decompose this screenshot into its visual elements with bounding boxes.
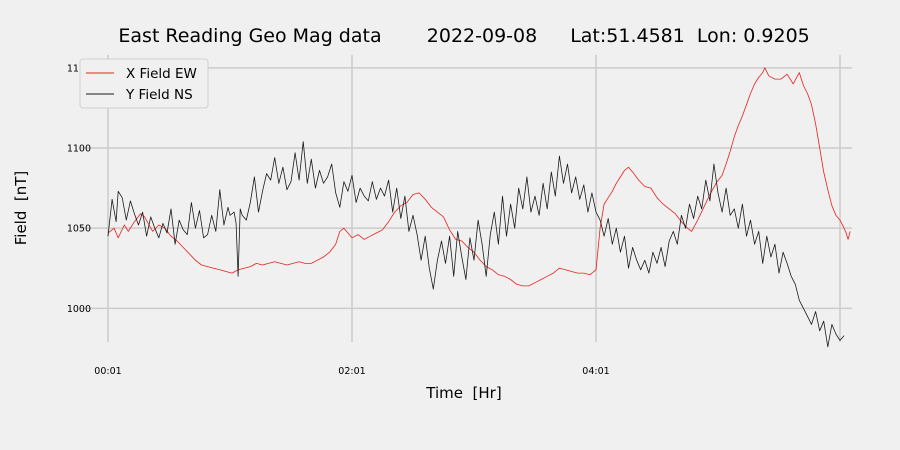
legend-box [79, 58, 209, 109]
x-tick-label: 02:01 [338, 366, 365, 377]
series-line-y-field [107, 141, 845, 348]
y-tick-label: 1100 [67, 143, 91, 154]
y-tick-labels: 1000 1050 1100 1150 [67, 63, 91, 315]
y-axis-label: Field [nT] [12, 171, 30, 246]
legend: X Field EW Y Field NS [79, 58, 209, 109]
y-tick-label: 1000 [67, 304, 91, 315]
x-axis-label: Time [Hr] [425, 384, 501, 402]
x-tick-labels: 00:01 02:01 04:01 [94, 366, 609, 377]
x-tick-label: 00:01 [94, 366, 121, 377]
title-part-dataset: East Reading Geo Mag data [118, 25, 381, 47]
legend-label-y-field: Y Field NS [125, 87, 193, 103]
series-line-x-field [107, 67, 851, 287]
series-lines [107, 67, 851, 348]
y-tick-label: 1150 [67, 63, 91, 74]
y-tick-label: 1050 [67, 224, 91, 235]
title-part-date: 2022-09-08 [427, 25, 537, 47]
legend-label-x-field: X Field EW [126, 66, 197, 82]
title-part-location: Lat:51.4581 Lon: 0.9205 [570, 25, 810, 47]
x-tick-label: 04:01 [582, 366, 609, 377]
chart-title: East Reading Geo Mag data 2022-09-08 Lat… [118, 25, 809, 47]
grid [80, 55, 852, 342]
